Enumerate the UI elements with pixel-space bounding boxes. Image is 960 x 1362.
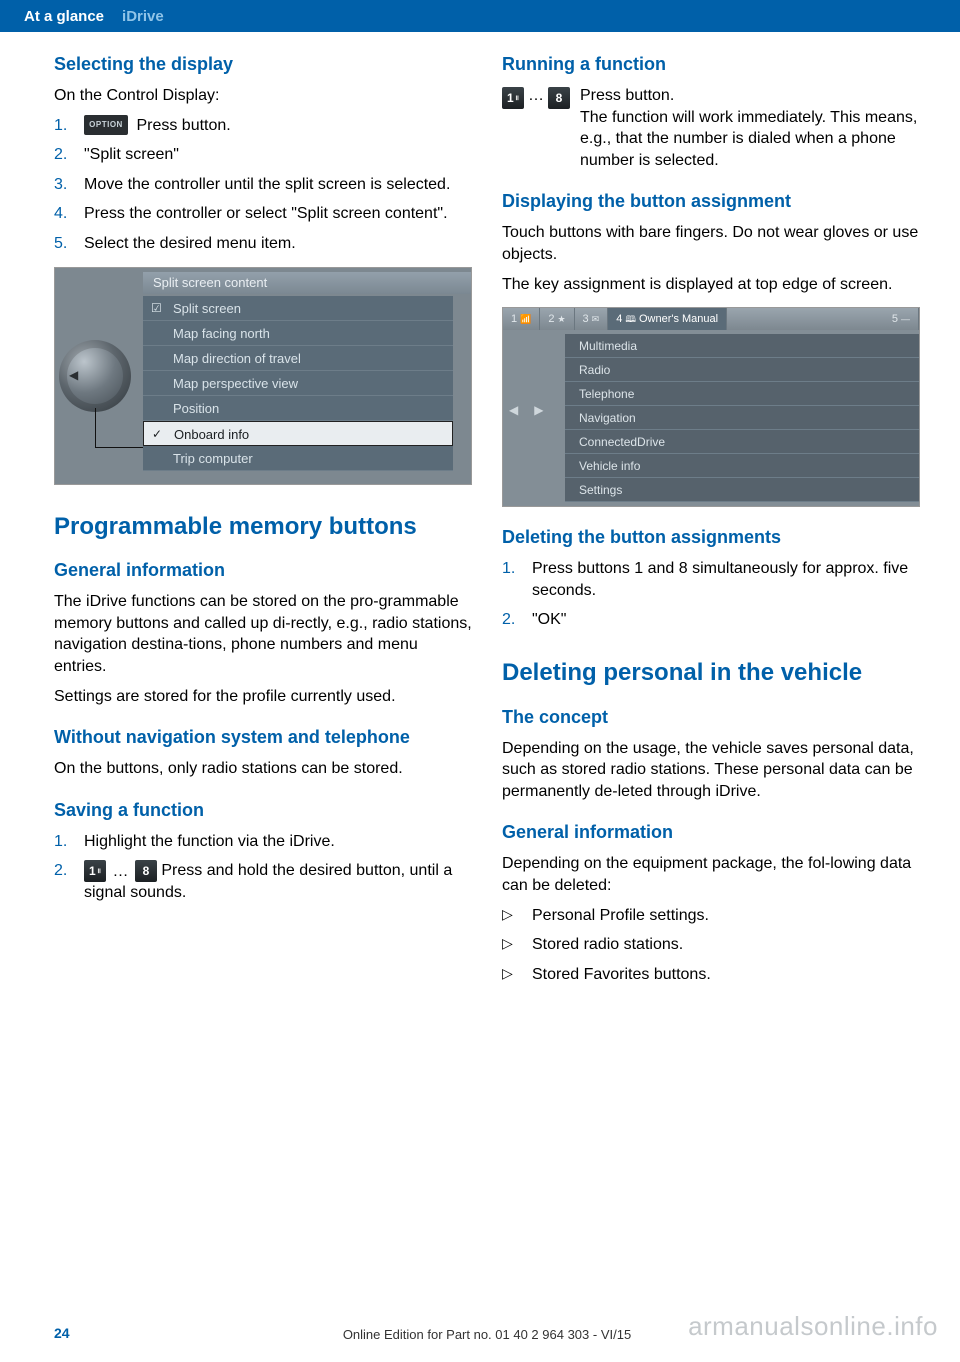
display-assign-p2: The key assignment is displayed at top e… [502,274,920,296]
menu-item: Settings [565,478,919,502]
list-item: Move the controller until the split scre… [54,174,472,196]
running-row1: 1॥ … 8 Press button. The function will w… [502,85,920,171]
message-icon: ✉ [592,308,600,330]
header-subsection: iDrive [122,8,164,25]
heading-concept: The concept [502,707,920,728]
option-button-icon: OPTION [84,115,128,135]
selecting-steps: OPTION Press button. "Split screen" Move… [54,115,472,255]
signal-icon: 📶 [520,308,531,330]
list-item: "OK" [502,609,920,631]
screenshot-tabs: 1📶 2★ 3✉ 4🕮 Owner's Manual 5 — [503,308,919,330]
heading-general-info-2: General information [502,822,920,843]
page-number: 24 [54,1325,70,1341]
screenshot-menu: ☑Split screen Map facing north Map direc… [143,296,453,471]
tab: 3✉ [575,308,609,330]
menu-item: ☑Split screen [143,296,453,321]
list-item: Personal Profile settings. [502,905,920,927]
general-info-2-text: Depending on the equipment package, the … [502,853,920,896]
screenshot-title: Split screen content [143,272,471,294]
heading-without-nav: Without navigation system and telephone [54,727,472,748]
heading-delete-personal: Deleting personal in the vehicle [502,659,920,687]
split-screen-screenshot: Split screen content ☑Split screen Map f… [54,267,472,485]
menu-item: Vehicle info [565,454,919,478]
tab: 1📶 [503,308,540,330]
ellipsis: … [112,863,128,880]
list-item: Stored Favorites buttons. [502,964,920,986]
check-icon: ☑ [151,296,162,321]
tab: 5 — [884,308,919,330]
tab-active: 4🕮 Owner's Manual [608,308,727,330]
button-8-icon: 8 [135,860,157,882]
header-bar: At a glance iDrive [0,0,960,32]
list-item: Stored radio stations. [502,934,920,956]
menu-item: Trip computer [143,446,453,471]
list-item: Press buttons 1 and 8 simultaneously for… [502,558,920,601]
tab: 2★ [540,308,574,330]
star-icon: ★ [557,308,565,330]
content-columns: Selecting the display On the Control Dis… [0,32,960,993]
running-text2: The function will work immediately. This… [580,109,917,169]
list-item: Highlight the function via the iDrive. [54,831,472,853]
heading-running-function: Running a function [502,54,920,75]
general-info-p1: The iDrive functions can be stored on th… [54,591,472,677]
idrive-knob-icon [59,340,131,412]
watermark: armanualsonline.info [688,1311,938,1342]
right-column: Running a function 1॥ … 8 Press button. … [502,54,920,993]
saving-steps: Highlight the function via the iDrive. 1… [54,831,472,904]
concept-text: Depending on the usage, the vehicle save… [502,738,920,803]
check-icon: ✓ [152,422,162,447]
list-item: 1॥ … 8 Press and hold the desired button… [54,860,472,904]
menu-item: Map perspective view [143,371,453,396]
menu-item: Multimedia [565,334,919,358]
menu-item: Position [143,396,453,421]
heading-general-info: General information [54,560,472,581]
list-item: Press the controller or select "Split sc… [54,203,472,225]
header-section: At a glance [24,8,104,25]
selecting-intro: On the Control Display: [54,85,472,107]
without-nav-text: On the buttons, only radio stations can … [54,758,472,780]
menu-item: Navigation [565,406,919,430]
button-8-icon: 8 [548,87,570,109]
button-1-icon: 1॥ [84,860,106,882]
heading-delete-assignments: Deleting the button assignments [502,527,920,548]
menu-item-selected: ✓Onboard info [143,421,453,446]
menu-item: Telephone [565,382,919,406]
book-icon: 🕮 [625,308,636,330]
ellipsis: … [528,87,544,109]
display-assign-p1: Touch buttons with bare fingers. Do not … [502,222,920,265]
list-item: Select the desired menu item. [54,233,472,255]
list-item: OPTION Press button. [54,115,472,137]
step-text: Press button. [136,117,230,134]
running-text1: Press button. [580,87,674,104]
menu-item: Map direction of travel [143,346,453,371]
screenshot-menu: Multimedia Radio Telephone Navigation Co… [565,334,919,502]
menu-item: ConnectedDrive [565,430,919,454]
list-item: "Split screen" [54,144,472,166]
left-column: Selecting the display On the Control Dis… [54,54,472,993]
button-1-icon: 1॥ [502,87,524,109]
heading-display-assignment: Displaying the button assignment [502,191,920,212]
general-info-p2: Settings are stored for the profile curr… [54,686,472,708]
deletable-data-list: Personal Profile settings. Stored radio … [502,905,920,986]
owners-manual-screenshot: 1📶 2★ 3✉ 4🕮 Owner's Manual 5 — ◀▶ Multim… [502,307,920,507]
heading-selecting-display: Selecting the display [54,54,472,75]
dash-icon: — [901,308,910,330]
delete-steps: Press buttons 1 and 8 simultaneously for… [502,558,920,631]
menu-item: Radio [565,358,919,382]
menu-item: Map facing north [143,321,453,346]
nav-arrows-icon: ◀▶ [509,403,543,417]
heading-programmable-memory: Programmable memory buttons [54,513,472,541]
heading-saving-function: Saving a function [54,800,472,821]
